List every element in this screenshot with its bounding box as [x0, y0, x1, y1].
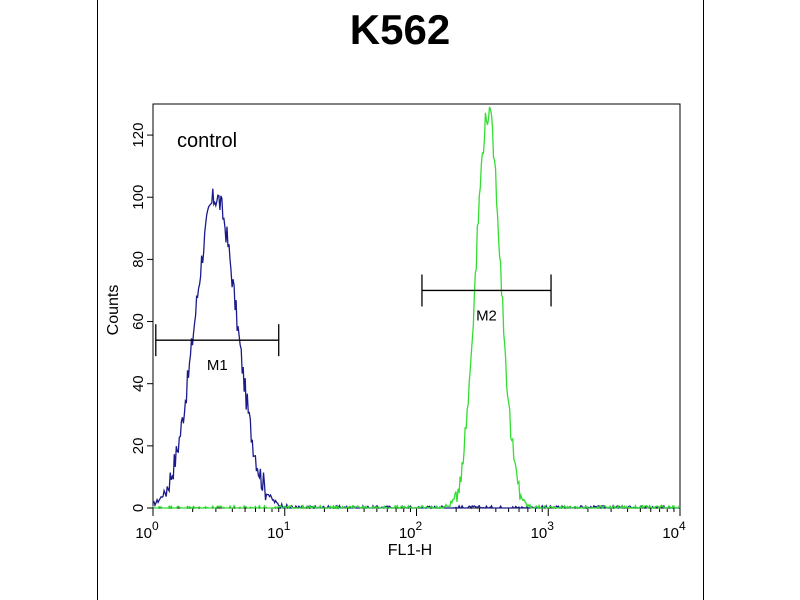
- x-tick-exponent: 4: [679, 519, 686, 533]
- x-axis-label: FL1-H: [388, 542, 432, 559]
- x-tick-label: 100: [135, 519, 159, 542]
- y-tick-label: 60: [130, 313, 147, 330]
- control-label: control: [177, 130, 237, 152]
- y-tick-label: 120: [130, 123, 147, 148]
- x-tick-exponent: 2: [416, 519, 423, 533]
- figure-frame: [97, 0, 704, 600]
- histogram-series-1: [152, 188, 681, 510]
- y-tick-label: 80: [130, 251, 147, 268]
- y-axis-label: Counts: [105, 285, 122, 336]
- y-tick-label: 100: [130, 185, 147, 210]
- chart-title: K562: [349, 6, 451, 53]
- x-tick-label: 103: [531, 519, 555, 542]
- y-tick-label: 20: [130, 438, 147, 455]
- x-tick-label: 104: [662, 519, 686, 542]
- x-tick-exponent: 1: [284, 519, 291, 533]
- marker-label: M2: [476, 307, 497, 324]
- plot-area: [152, 103, 681, 509]
- y-tick-label: 40: [130, 375, 147, 392]
- marker-label: M1: [207, 357, 228, 374]
- x-tick-label: 101: [267, 519, 291, 542]
- x-tick-exponent: 0: [152, 519, 159, 533]
- y-tick-label: 0: [130, 504, 147, 512]
- histogram-series-2: [152, 106, 681, 510]
- x-tick-exponent: 3: [547, 519, 554, 533]
- x-tick-label: 102: [399, 519, 423, 542]
